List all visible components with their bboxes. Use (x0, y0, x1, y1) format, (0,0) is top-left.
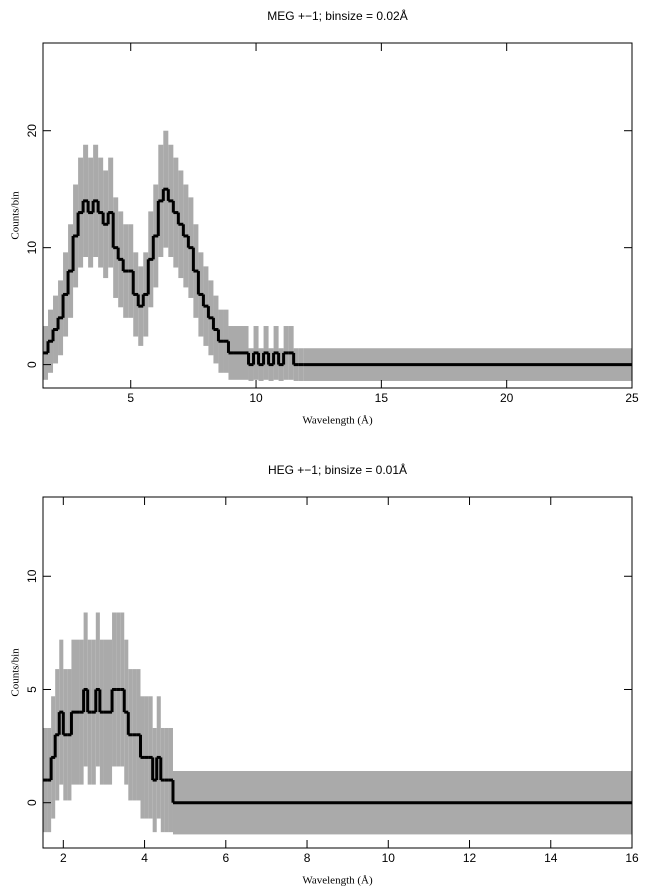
x-tick-label: 10 (249, 391, 263, 405)
x-tick-label: 2 (60, 851, 67, 865)
y-tick-label: 5 (25, 686, 39, 693)
y-tick-label: 10 (25, 569, 39, 583)
x-tick-label: 14 (544, 851, 558, 865)
chart-title: HEG +−1; binsize = 0.01Å (268, 462, 407, 477)
y-axis-label: Counts/bin (10, 648, 22, 697)
plot-frame (42, 42, 633, 389)
y-tick-label: 0 (25, 361, 39, 368)
x-axis-label: Wavelength (Å) (302, 875, 373, 887)
x-tick-label: 15 (375, 391, 389, 405)
x-tick-label: 16 (625, 851, 639, 865)
plot-frame (42, 496, 633, 849)
y-tick-label: 20 (25, 124, 39, 138)
y-tick-label: 0 (25, 799, 39, 806)
y-axis-label: Counts/bin (10, 191, 22, 240)
x-tick-label: 6 (222, 851, 229, 865)
x-tick-label: 4 (141, 851, 148, 865)
x-tick-label: 5 (127, 391, 134, 405)
x-tick-label: 20 (500, 391, 514, 405)
y-tick-label: 10 (25, 241, 39, 255)
chart-title: MEG +−1; binsize = 0.02Å (267, 8, 407, 23)
x-axis-label: Wavelength (Å) (302, 415, 373, 427)
x-tick-label: 25 (625, 391, 639, 405)
x-tick-label: 8 (304, 851, 311, 865)
x-tick-label: 10 (382, 851, 396, 865)
x-tick-label: 12 (463, 851, 477, 865)
